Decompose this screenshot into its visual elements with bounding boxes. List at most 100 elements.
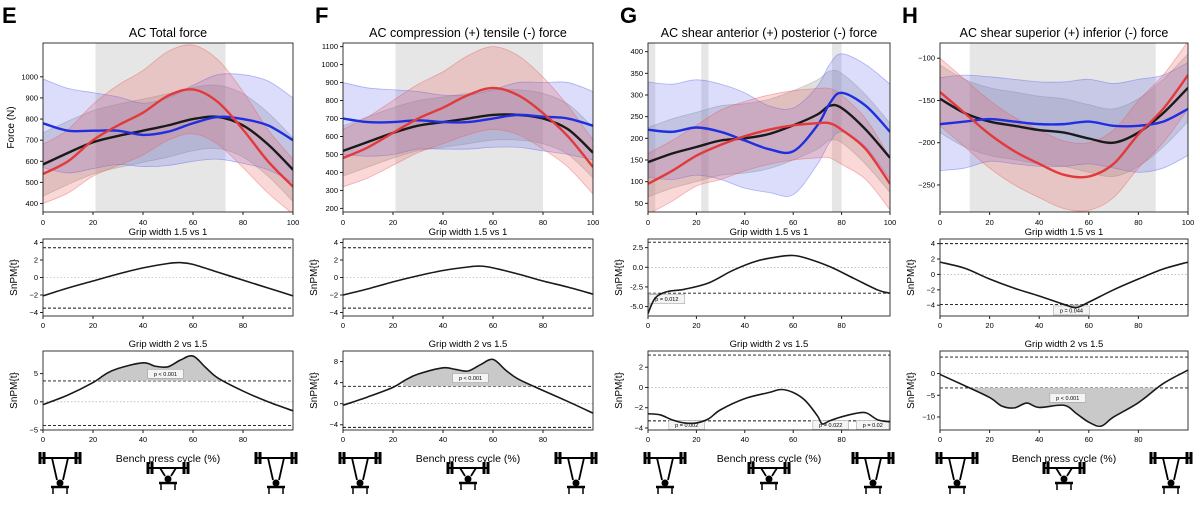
- panel-g-bench-start-plate: [679, 452, 683, 464]
- panel-e-title: AC Total force: [129, 26, 207, 40]
- panel-f-spm2-pvalue-box-0: [452, 373, 489, 383]
- panel-e-xtick-label: 60: [189, 218, 197, 227]
- panel-f-spm2-ytick-label: 8: [334, 357, 338, 366]
- panel-e-spm1-ytick-label: 4: [34, 238, 38, 247]
- panel-e-xtick-label: 80: [239, 218, 247, 227]
- panel-f-band-black: [343, 88, 593, 179]
- panel-e-letter: E: [2, 3, 17, 28]
- panel-g-bench-start: [643, 452, 687, 494]
- panel-g-spm1-pvalue-box-0: [648, 294, 685, 304]
- panel-h-spm2-pvalue-0: p < 0.001: [1056, 396, 1079, 402]
- panel-f-bench-end-head: [572, 479, 580, 487]
- panel-e-spm1-ytick-label: −4: [29, 308, 38, 317]
- panel-g-band-blue: [648, 53, 890, 197]
- panel-e-ytick-label: 700: [25, 136, 38, 145]
- panel-h-bench-end: [1149, 452, 1193, 494]
- panel-e-spm2-xtick-label: 20: [89, 435, 97, 444]
- panel-g-bench-mid-plate: [783, 462, 787, 474]
- panel-e-bench-start-plate: [42, 452, 46, 464]
- panel-g-spm2-pvalue-box-2: [856, 420, 890, 430]
- panel-e-spm1-ytick-label: 2: [34, 256, 38, 265]
- panel-g-ytick-label: 250: [630, 112, 643, 121]
- panel-h-bench-mid-arm: [1066, 467, 1073, 477]
- panel-f-xtick-label: 100: [587, 218, 600, 227]
- panel-g-spm1-xtick-label: 0: [646, 321, 650, 330]
- panel-g-xtick-label: 20: [692, 218, 700, 227]
- panel-g-spm1-ytick-label: -2.5: [630, 282, 643, 291]
- panel-e-bench-mid-head: [164, 475, 172, 483]
- panel-f-bench-start-arm: [362, 457, 369, 481]
- panel-h-spm2-curve: [939, 369, 1189, 428]
- panel-g-bench-start-plate: [643, 452, 647, 464]
- panel-f-ytick-label: 400: [325, 168, 338, 177]
- panel-e-bench-end-arm: [278, 457, 285, 481]
- panel-g-spm1-ytick-label: 2.5: [633, 243, 643, 252]
- panel-g-sig-region-0: [648, 43, 656, 212]
- panel-f-bench-mid-plate: [450, 462, 454, 474]
- panel-e-spm1-xtick-label: 80: [239, 321, 247, 330]
- panel-g-line-black: [648, 103, 890, 164]
- panel-f-xtick-label: 80: [539, 218, 547, 227]
- panel-g-title: AC shear anterior (+) posterior (-) forc…: [661, 26, 877, 40]
- panel-h-spm2-xtick-label: 20: [985, 435, 993, 444]
- panel-e-spm1-xtick-label: 40: [139, 321, 147, 330]
- panel-e-ylabel: Force (N): [6, 106, 17, 148]
- panel-e-line-blue: [43, 115, 293, 142]
- panel-e-ytick-label: 500: [25, 178, 38, 187]
- panel-g-spm1-xtick-label: 40: [741, 321, 749, 330]
- panel-h-bench-mid-arm: [1055, 467, 1062, 477]
- panel-f-spm1-xtick-label: 60: [489, 321, 497, 330]
- panel-f-ytick-label: 300: [325, 186, 338, 195]
- panel-e-bench-end-arm: [267, 457, 274, 481]
- panel-e-xtick-label: 20: [89, 218, 97, 227]
- panel-h-spm1-pvalue-box-0: [1053, 305, 1090, 316]
- panel-f-spm2-pvalue-0: p < 0.001: [459, 376, 482, 382]
- panel-g-bench-mid: [747, 462, 791, 490]
- panel-f-ytick-label: 600: [325, 132, 338, 141]
- panel-f-band-red: [343, 46, 593, 195]
- panel-h-spm2-frame: [939, 350, 1189, 431]
- panel-h-spm2-ylabel: SnPM{t}: [906, 372, 917, 409]
- panel-h-spm2-xtick-label: 40: [1035, 435, 1043, 444]
- panel-f-bench-end-arm: [578, 457, 585, 481]
- panel-g-ytick-label: 50: [635, 199, 643, 208]
- panel-h-bench-end-plate: [1153, 452, 1157, 464]
- panel-h-ytick-label: −150: [918, 96, 935, 105]
- panel-f-spm1-ytick-label: 4: [334, 238, 338, 247]
- panel-h-bench-start-arm: [948, 457, 955, 481]
- panel-e-spm2-ytick-label: −5: [29, 426, 38, 435]
- panel-h-spm2-xtick-label: 0: [938, 435, 942, 444]
- panel-e-ytick-label: 600: [25, 157, 38, 166]
- panel-f-spm1-frame: [342, 238, 594, 317]
- panel-h-bench-mid-plate: [1082, 462, 1086, 474]
- panel-e-spm2-frame: [42, 350, 294, 431]
- panel-e-bench-end-plate: [258, 452, 262, 464]
- panel-g-spm2-xtick-label: 40: [741, 435, 749, 444]
- panel-g-bench-end-plate: [851, 452, 855, 464]
- panel-e-ytick-label: 900: [25, 93, 38, 102]
- panel-g-spm1-xtick-label: 80: [837, 321, 845, 330]
- panel-h-bench-start-head: [953, 479, 961, 487]
- panel-g-xtick-label: 0: [646, 218, 650, 227]
- panel-e-band-blue: [43, 73, 293, 183]
- panel-g-spm1-xtick-label: 20: [692, 321, 700, 330]
- panel-h-spm1-xtick-label: 0: [938, 321, 942, 330]
- panel-h-xtick-label: 0: [938, 218, 942, 227]
- panel-g-spm2-pvalue-box-0: [668, 420, 705, 430]
- panel-g-spm2-frame: [647, 350, 891, 431]
- panel-f-title: AC compression (+) tensile (-) force: [369, 26, 567, 40]
- panel-e-spm2-pvalue-box-0: [147, 369, 184, 379]
- panel-g-xtick-label: 80: [837, 218, 845, 227]
- panel-f-spm2-xtick-label: 0: [341, 435, 345, 444]
- panel-f-spm2-xtick-label: 80: [539, 435, 547, 444]
- panel-f-spm1-ylabel: SnPM{t}: [309, 259, 320, 296]
- panel-f-ytick-label: 1100: [322, 42, 338, 51]
- panel-e-bench-end-plate: [294, 452, 298, 464]
- panel-g-xtick-label: 40: [741, 218, 749, 227]
- panel-e-spm1-xtick-label: 20: [89, 321, 97, 330]
- panel-f-bench-start-plate: [374, 452, 378, 464]
- panel-g-bench-mid-plate: [747, 462, 751, 474]
- panel-f-bench-start-plate: [378, 452, 382, 464]
- panel-g-bench-mid-head: [765, 475, 773, 483]
- panel-h-bench-end-plate: [1185, 452, 1189, 464]
